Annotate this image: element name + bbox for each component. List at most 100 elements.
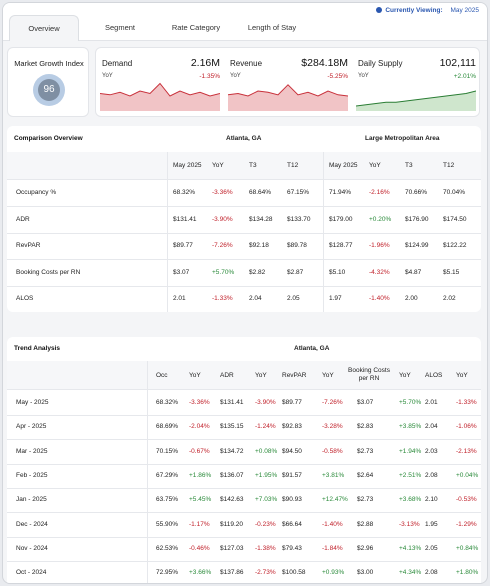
trend-row-divider (7, 512, 481, 514)
trend-cell: $136.07 (220, 471, 244, 479)
comparison-cell: 67.15% (287, 189, 310, 196)
trend-cell: $3.07 (357, 399, 374, 406)
trend-cell: -1.17% (189, 520, 210, 528)
comparison-divider (7, 179, 481, 180)
kpi-daily-supply-sparkline (356, 90, 476, 111)
trend-title: Trend Analysis (14, 345, 60, 352)
trend-cell: 70.15% (156, 447, 179, 455)
kpi-daily-supply-yoy-label: YoY (358, 73, 369, 79)
market-growth-gauge: 96 (33, 74, 65, 106)
currently-viewing-value[interactable]: May 2025 (450, 7, 479, 14)
trend-cell: +0.93% (322, 569, 345, 577)
trend-row-divider (7, 463, 481, 465)
comparison-cell: 2.02 (443, 295, 456, 302)
kpi-demand-sparkline (100, 82, 220, 111)
kpi-daily-supply-value: 102,111 (439, 57, 476, 69)
trend-row-divider (7, 439, 481, 441)
trend-col-header: ADR (220, 372, 234, 379)
trend-cell: -1.33% (456, 399, 477, 406)
trend-cell: -0.46% (189, 544, 210, 552)
trend-cell: 63.75% (156, 496, 179, 504)
trend-cell: +1.95% (255, 471, 278, 479)
kpi-revenue-yoy: -5.25% (327, 73, 348, 80)
trend-cell: +3.66% (189, 569, 212, 577)
trend-cell: $131.41 (220, 399, 244, 406)
trend-cell: +7.03% (255, 496, 278, 504)
comparison-col-header: T12 (287, 162, 299, 169)
trend-cell: +3.68% (399, 496, 422, 504)
trend-cell: $90.93 (282, 496, 302, 504)
trend-cell: -1.24% (255, 423, 276, 431)
comparison-row-label: Occupancy % (16, 189, 57, 196)
trend-cell: -7.26% (322, 399, 343, 406)
trend-cell: 68.32% (156, 399, 179, 406)
comparison-cell: -2.16% (369, 189, 390, 196)
kpi-demand-yoy-label: YoY (102, 73, 113, 79)
trend-row-label: Feb - 2025 (16, 471, 48, 479)
kpi-daily-supply-yoy: +2.01% (453, 73, 476, 80)
trend-cell: +5.70% (399, 399, 422, 406)
trend-cell: 67.29% (156, 471, 179, 479)
trend-cell: $91.57 (282, 471, 302, 479)
trend-cell: $2.83 (357, 423, 374, 431)
comparison-cell: $2.87 (287, 268, 304, 276)
trend-cell: +3.81% (322, 471, 345, 479)
comparison-cell: 2.04 (249, 295, 262, 302)
sparkline-area (228, 84, 348, 111)
tab-rate-category[interactable]: Rate Category (171, 23, 221, 32)
comparison-cell: $174.50 (443, 215, 467, 223)
comparison-cell: $4.87 (405, 268, 422, 276)
trend-cell: +5.45% (189, 496, 212, 504)
trend-cell: -2.13% (456, 447, 477, 455)
comparison-group-atlanta: Atlanta, GA (226, 135, 262, 142)
comparison-cell: -4.32% (369, 268, 390, 276)
tab-length-of-stay[interactable]: Length of Stay (247, 23, 297, 32)
trend-cell: -3.13% (399, 520, 420, 528)
comparison-cell: $89.78 (287, 242, 307, 249)
trend-cell: $94.50 (282, 447, 302, 455)
trend-row-divider (7, 415, 481, 416)
comparison-row-label: ALOS (16, 295, 34, 302)
comparison-row-divider (7, 206, 481, 207)
comparison-col-header: T3 (249, 162, 257, 169)
trend-row-divider (7, 487, 481, 489)
sparkline-line (228, 84, 348, 97)
trend-cell: +0.84% (456, 544, 479, 552)
trend-cell: 2.08 (425, 569, 438, 577)
trend-divider (7, 389, 481, 390)
trend-cell: +4.13% (399, 544, 422, 552)
comparison-col-header: YoY (369, 162, 381, 169)
currently-viewing: Currently Viewing: May 2025 (375, 7, 479, 14)
kpi-revenue-value: $284.18M (301, 57, 348, 69)
trend-cell: $2.73 (357, 447, 374, 455)
comparison-cell: +0.20% (369, 215, 392, 223)
comparison-row-label: Booking Costs per RN (16, 268, 81, 276)
tab-segment[interactable]: Segment (104, 23, 136, 32)
comparison-cell: $124.99 (405, 242, 429, 249)
trend-col-header: Occ (156, 372, 168, 379)
trend-row-divider (7, 536, 481, 538)
trend-cell: 2.05 (425, 544, 438, 552)
trend-row-label: Mar - 2025 (16, 447, 48, 455)
comparison-cell: 68.64% (249, 189, 272, 196)
trend-col-header: YoY (399, 372, 411, 379)
comparison-cell: $134.28 (249, 215, 273, 223)
trend-cell: $100.58 (282, 569, 306, 577)
comparison-cell: $89.77 (173, 242, 193, 249)
trend-col-header: YoY (189, 372, 201, 379)
comparison-cell: -1.40% (369, 295, 390, 302)
comparison-cell: $3.07 (173, 268, 190, 276)
comparison-cell: 2.00 (405, 295, 418, 302)
trend-cell: +2.51% (399, 471, 422, 479)
trend-cell: $119.20 (220, 520, 244, 528)
comparison-cell: $2.82 (249, 268, 266, 276)
tab-overview[interactable]: Overview (9, 15, 79, 41)
sparkline-area (356, 91, 476, 111)
trend-row-label: Nov - 2024 (16, 544, 48, 552)
trend-col-header: YoY (322, 372, 334, 379)
trend-cell: 1.95 (425, 520, 438, 528)
top-bar: Overview Segment Rate Category Length of… (3, 3, 487, 41)
trend-cell: 72.95% (156, 569, 179, 577)
currently-viewing-label: Currently Viewing: (385, 7, 443, 14)
trend-cell: $79.43 (282, 544, 302, 552)
